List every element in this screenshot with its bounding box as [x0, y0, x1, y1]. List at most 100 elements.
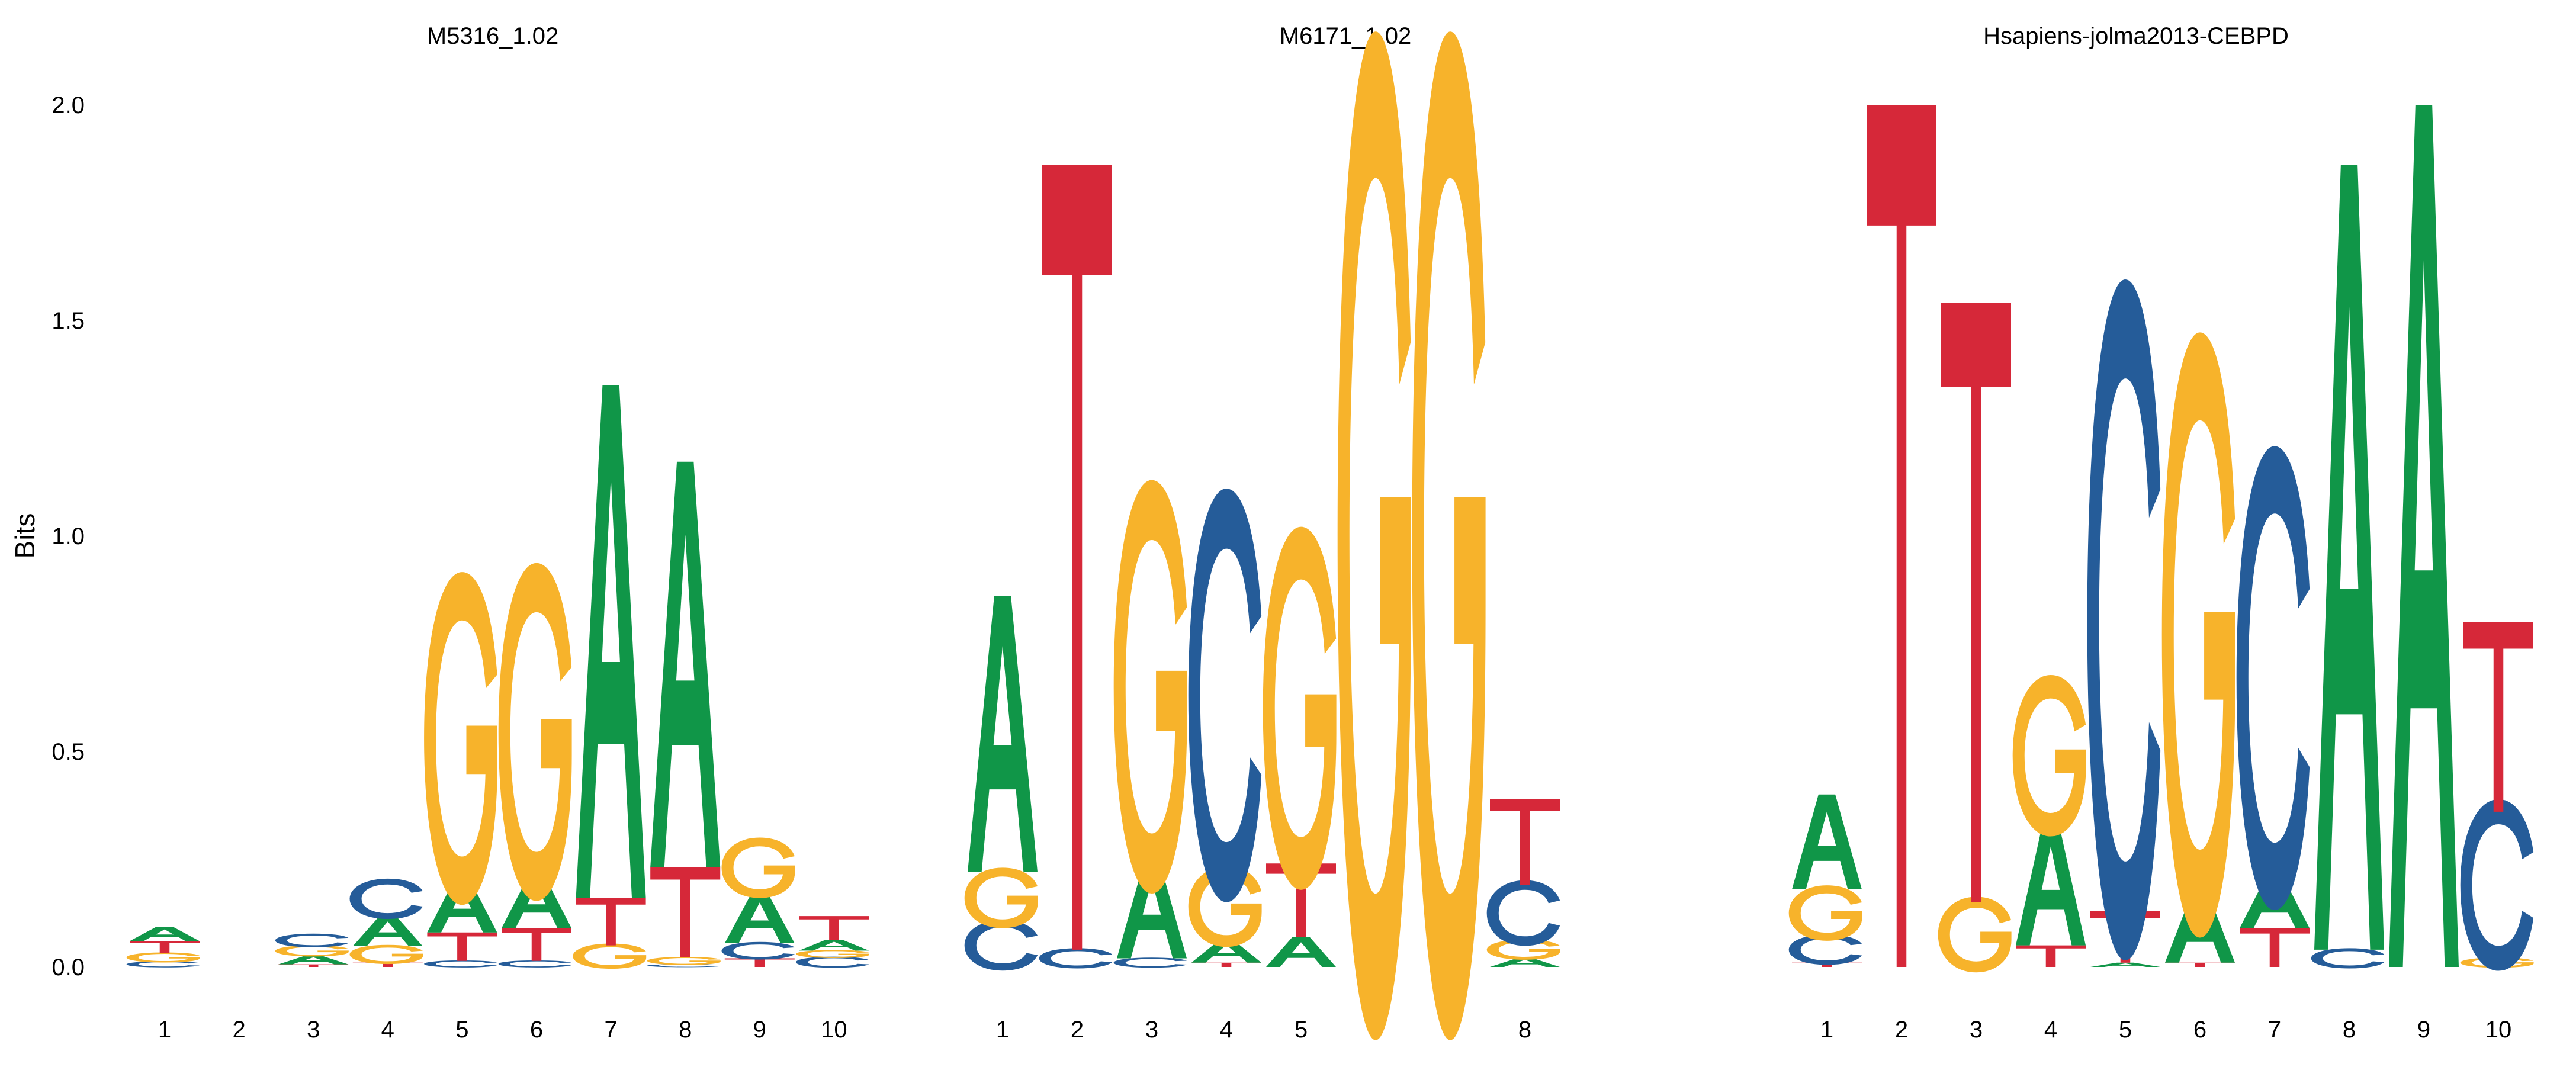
letter-c	[1113, 957, 1187, 968]
letter-g	[424, 572, 497, 905]
letter-t	[576, 898, 646, 946]
x-tick-label: 8	[679, 1017, 692, 1043]
letter-g	[964, 867, 1038, 928]
letter-t	[724, 958, 795, 967]
letter-g	[1337, 31, 1411, 1040]
letter-g	[1412, 31, 1486, 1040]
letter-a	[576, 385, 646, 898]
letter-g	[1788, 885, 1862, 941]
letter-c	[721, 941, 795, 960]
letter-a	[799, 940, 869, 951]
letter-a	[278, 956, 349, 965]
x-tick-label: 5	[1295, 1017, 1308, 1043]
x-tick-label: 5	[455, 1017, 468, 1043]
logo-panel: M6171_1.021 2 3 4 5 6 7 8	[964, 23, 1560, 1043]
letter-t	[2016, 945, 2086, 967]
letter-t	[799, 916, 869, 940]
x-tick-label: 4	[2044, 1017, 2057, 1043]
letter-c	[126, 961, 200, 968]
letter-c	[498, 960, 572, 968]
letter-c	[1486, 880, 1560, 946]
x-tick-label: 3	[1970, 1017, 1983, 1043]
letter-t	[2165, 962, 2235, 967]
x-tick-label: 2	[1895, 1017, 1908, 1043]
letter-a	[1266, 937, 1336, 967]
letter-t	[1490, 799, 1560, 885]
letter-g	[573, 943, 647, 969]
letter-c	[424, 960, 497, 968]
x-tick-label: 7	[604, 1017, 617, 1043]
letter-t	[1191, 962, 1261, 967]
letter-t	[1941, 303, 2011, 902]
letter-t	[427, 932, 497, 961]
letter-a	[724, 894, 795, 943]
letter-g	[349, 944, 423, 965]
letter-a	[968, 596, 1038, 872]
letter-c	[2460, 799, 2534, 971]
letter-c	[349, 878, 423, 920]
x-tick-label: 2	[232, 1017, 245, 1043]
x-tick-label: 4	[381, 1017, 394, 1043]
y-tick-label: 1.0	[52, 523, 85, 549]
letter-g	[1263, 526, 1337, 890]
letter-g	[721, 837, 795, 898]
letter-t	[1867, 105, 1936, 967]
letter-t	[650, 867, 721, 957]
figure-layer: Bits 0.0 0.5 1.0 1.5 2.0 M5316_1.02 1 2 3 4 5 6 7 8 9 10…	[9, 23, 2534, 1043]
letter-a	[502, 876, 571, 928]
letter-c	[2087, 279, 2161, 960]
letter-c	[275, 933, 349, 947]
letter-t	[130, 941, 200, 953]
letter-a	[2165, 894, 2235, 963]
x-tick-label: 6	[2193, 1017, 2206, 1043]
letter-a	[1191, 941, 1261, 963]
x-tick-label: 7	[2268, 1017, 2281, 1043]
x-tick-label: 5	[2119, 1017, 2132, 1043]
letter-c	[1039, 948, 1113, 969]
y-tick-label: 2.0	[52, 92, 85, 118]
letter-g	[126, 952, 200, 963]
letter-a	[130, 927, 200, 941]
letter-g	[647, 956, 721, 965]
letter-a	[650, 461, 721, 867]
x-tick-label: 10	[2485, 1017, 2512, 1043]
letter-t	[1042, 165, 1112, 950]
letter-g	[2012, 674, 2086, 837]
letter-t	[502, 928, 571, 961]
y-tick-label: 0.0	[52, 955, 85, 981]
letter-g	[1113, 480, 1187, 894]
letter-a	[352, 916, 423, 947]
logo-panel: Hsapiens-jolma2013-CEBPD 1 2 3 4 5 6 7 8 9 10	[1788, 23, 2534, 1043]
letter-c	[2236, 446, 2310, 911]
x-tick-label: 1	[1820, 1017, 1833, 1043]
letter-a	[2090, 962, 2160, 967]
x-tick-label: 3	[1145, 1017, 1158, 1043]
x-tick-label: 4	[1220, 1017, 1233, 1043]
panel-title: M5316_1.02	[427, 23, 558, 49]
panel-title: Hsapiens-jolma2013-CEBPD	[1983, 23, 2289, 49]
letter-a	[1490, 958, 1560, 967]
letter-g	[275, 945, 349, 957]
x-tick-label: 9	[2417, 1017, 2430, 1043]
letter-a	[2016, 824, 2086, 946]
y-tick-label: 0.5	[52, 739, 85, 765]
letter-a	[2240, 876, 2310, 928]
letter-a	[2314, 165, 2384, 950]
letter-t	[2463, 622, 2533, 812]
x-tick-label: 1	[996, 1017, 1009, 1043]
letter-g	[796, 950, 869, 958]
letter-c	[2311, 948, 2385, 969]
letter-t	[352, 962, 423, 967]
letter-a	[427, 880, 497, 933]
x-tick-label: 3	[307, 1017, 320, 1043]
x-tick-label: 2	[1071, 1017, 1084, 1043]
letter-g	[498, 563, 572, 901]
x-tick-label: 8	[2343, 1017, 2356, 1043]
letter-a	[1792, 794, 1862, 889]
letter-t	[2240, 928, 2310, 967]
letter-c	[964, 920, 1038, 971]
letter-g	[1938, 896, 2012, 973]
y-tick-label: 1.5	[52, 308, 85, 334]
logo-panel: M5316_1.02 1 2 3 4 5 6 7 8 9 10	[126, 23, 869, 1043]
